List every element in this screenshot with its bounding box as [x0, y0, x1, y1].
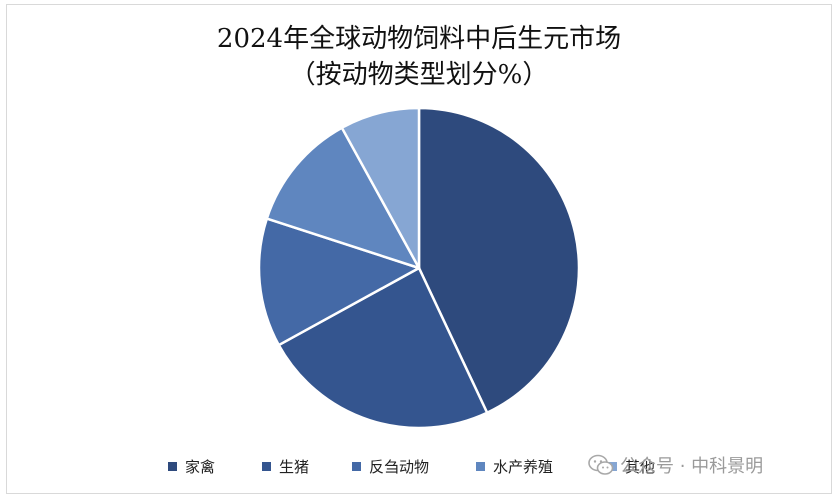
watermark-text: 公众号 · 中科景明 — [620, 456, 764, 477]
legend-label-3: 水产养殖 — [493, 458, 554, 476]
legend-item-2: 反刍动物 — [352, 456, 429, 477]
legend-label-4: 其他 — [625, 458, 656, 476]
legend-item-1: 生猪 — [262, 456, 309, 477]
legend-swatch-0 — [168, 462, 177, 471]
legend-swatch-1 — [262, 462, 271, 471]
pie-slice-2 — [257, 217, 421, 347]
legend-swatch-3 — [476, 462, 485, 471]
legend-item-0: 家禽 — [168, 456, 215, 477]
pie-slice-1 — [277, 266, 489, 430]
legend-label-2: 反刍动物 — [369, 458, 430, 476]
pie-slice-0 — [417, 106, 581, 415]
watermark: 公众号 · 中科景明 — [588, 452, 763, 478]
legend-label-1: 生猪 — [279, 458, 310, 476]
chart-subtitle: （按动物类型划分%） — [289, 60, 549, 90]
legend-item-3: 水产养殖 — [476, 456, 553, 477]
chart-legend: 家禽 生猪 反刍动物 水产养殖 其他 — [0, 456, 838, 484]
legend-swatch-2 — [352, 462, 361, 471]
pie-slice-3 — [265, 126, 421, 270]
legend-label-0: 家禽 — [185, 458, 216, 476]
chart-title: 2024年全球动物饲料中后生元市场 — [216, 24, 622, 54]
wechat-icon — [588, 454, 614, 475]
pie-slice-4 — [340, 106, 421, 270]
